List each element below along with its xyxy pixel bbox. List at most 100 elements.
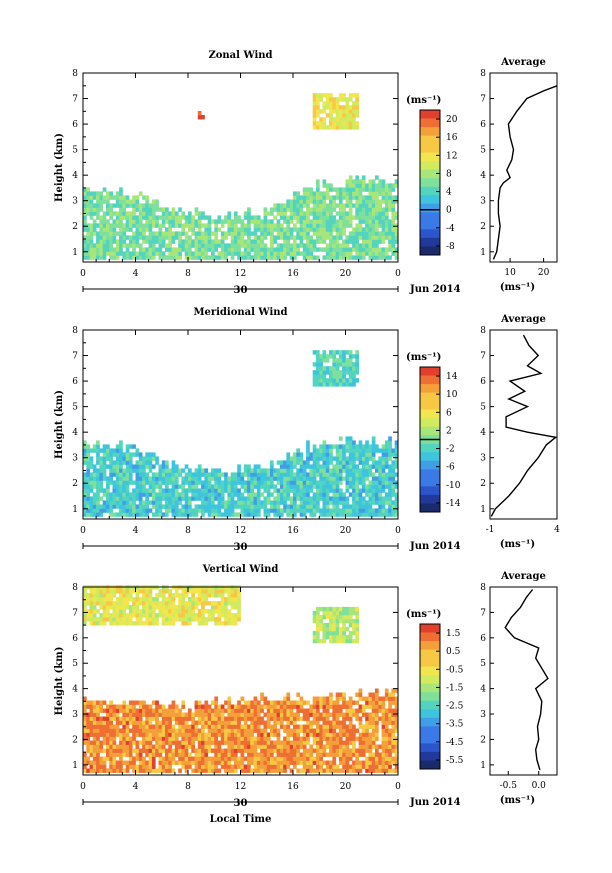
heatmap-cell (371, 744, 376, 749)
heatmap-cell (145, 456, 149, 461)
heatmap-cell (128, 255, 133, 260)
heatmap-cell (188, 621, 192, 626)
heatmap-cell (316, 125, 320, 130)
heatmap-cell (106, 219, 110, 224)
heatmap-cell (161, 468, 166, 473)
heatmap-cell (391, 207, 396, 212)
heatmap-cell (184, 231, 189, 236)
heatmap-cell (220, 235, 225, 240)
heatmap-cell (289, 456, 294, 461)
heatmap-cell (204, 243, 209, 248)
heatmap-cell (217, 219, 222, 224)
heatmap-cell (283, 243, 287, 248)
heatmap-cell (309, 247, 314, 252)
heatmap-cell (112, 512, 117, 517)
heatmap-cell (135, 219, 140, 224)
heatmap-cell (316, 195, 320, 200)
heatmap-cell (106, 484, 110, 489)
heatmap-cell (204, 744, 209, 749)
heatmap-cell (188, 239, 192, 244)
heatmap-cell (148, 251, 153, 256)
heatmap-cell (86, 231, 90, 236)
heatmap-cell (135, 593, 140, 598)
heatmap-cell (191, 476, 195, 481)
heatmap-cell (138, 211, 143, 216)
heatmap-cell (361, 195, 366, 200)
heatmap-cell (250, 748, 254, 753)
heatmap-cell (384, 215, 389, 220)
heatmap-cell (158, 484, 163, 489)
heatmap-cell (279, 712, 284, 717)
heatmap-cell (365, 444, 369, 449)
heatmap-cell (253, 239, 258, 244)
heatmap-cell (122, 609, 127, 614)
heatmap-cell (161, 255, 166, 260)
heatmap-cell (224, 708, 228, 713)
heatmap-cell (125, 704, 130, 709)
heatmap-cell (122, 472, 127, 477)
heatmap-cell (128, 764, 133, 769)
heatmap-cell (119, 207, 123, 212)
heatmap-cell (151, 752, 156, 757)
heatmap-cell (132, 601, 136, 606)
heatmap-cell (352, 476, 356, 481)
heatmap-cell (142, 464, 146, 469)
heatmap-cell (158, 468, 163, 473)
heatmap-cell (115, 500, 120, 505)
heatmap-cell (309, 712, 314, 717)
heatmap-cell (125, 199, 130, 204)
heatmap-cell (286, 227, 291, 232)
heatmap-cell (276, 700, 281, 705)
heatmap-cell (338, 456, 343, 461)
colorbar-tick-label: 4 (446, 188, 452, 198)
heatmap-cell (371, 496, 376, 501)
heatmap-cell (135, 480, 140, 485)
heatmap-cell (214, 708, 218, 713)
heatmap-cell (102, 601, 107, 606)
heatmap-cell (247, 215, 251, 220)
heatmap-cell (309, 191, 314, 196)
heatmap-cell (194, 732, 199, 737)
heatmap-cell (99, 748, 104, 753)
heatmap-cell (263, 720, 268, 725)
heatmap-cell (332, 708, 337, 713)
heatmap-cell (296, 724, 300, 729)
heatmap-cell (253, 748, 258, 753)
heatmap-cell (89, 251, 94, 256)
heatmap-cell (394, 752, 399, 757)
heatmap-cell (148, 720, 153, 725)
heatmap-cell (316, 199, 320, 204)
heatmap-cell (289, 500, 294, 505)
heatmap-cell (381, 468, 386, 473)
heatmap-cell (171, 492, 176, 497)
heatmap-cell (342, 231, 346, 236)
heatmap-cell (194, 480, 199, 485)
heatmap-cell (338, 460, 343, 465)
heatmap-cell (273, 496, 277, 501)
heatmap-cell (158, 251, 163, 256)
heatmap-cell (342, 382, 346, 387)
heatmap-cell (378, 460, 382, 465)
heatmap-cell (161, 211, 166, 216)
heatmap-cell (329, 255, 333, 260)
heatmap-cell (233, 752, 238, 757)
heatmap-cell (92, 736, 97, 741)
heatmap-cell (188, 605, 192, 610)
heatmap-cell (145, 712, 149, 717)
heatmap-cell (243, 464, 248, 469)
heatmap-cell (220, 704, 225, 709)
heatmap-cell (342, 500, 346, 505)
heatmap-cell (220, 219, 225, 224)
heatmap-cell (355, 109, 359, 114)
heatmap-cell (224, 748, 228, 753)
heatmap-cell (319, 452, 323, 457)
heatmap-cell (286, 203, 291, 208)
heatmap-cell (125, 500, 130, 505)
heatmap-cell (83, 732, 87, 737)
heatmap-cell (394, 716, 399, 721)
heatmap-cell (135, 764, 140, 769)
heatmap-cell (319, 235, 323, 240)
heatmap-cell (309, 452, 314, 457)
heatmap-cell (158, 752, 163, 757)
heatmap-cell (322, 255, 327, 260)
